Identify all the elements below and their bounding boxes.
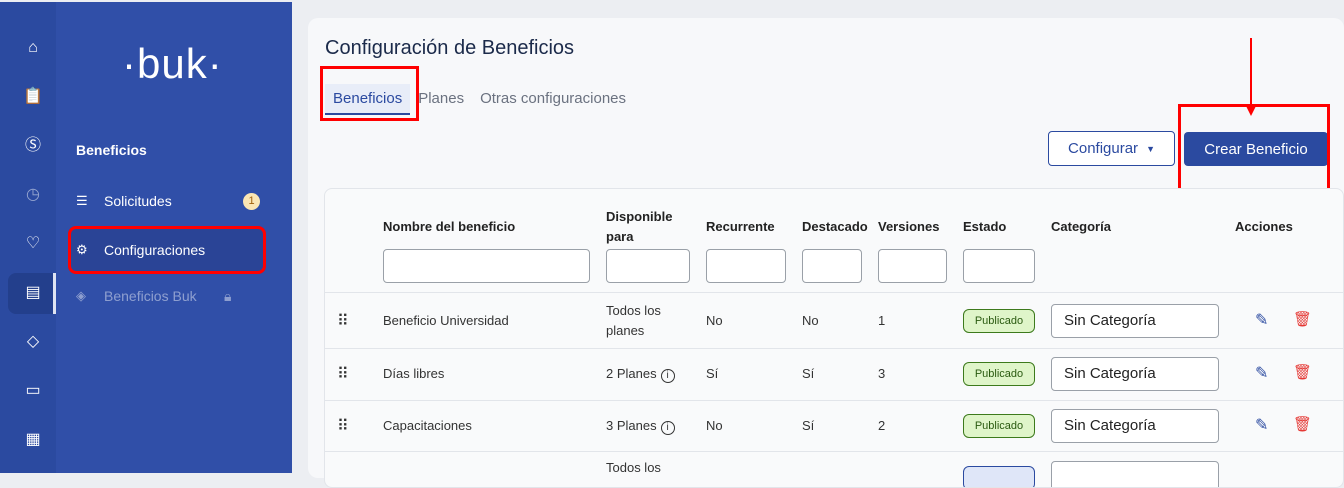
filter-estado-input[interactable]	[963, 249, 1035, 283]
icon-rail: ⌂ 📋 Ⓢ ◷ ♡ ▤ ◇ ▭ ▦	[0, 2, 56, 473]
column-header: Destacado	[802, 219, 868, 234]
sidebar-item-label: Configuraciones	[104, 242, 206, 258]
list-check-icon: ☰	[76, 193, 88, 208]
trash-icon[interactable]: 🗑︎	[1293, 311, 1313, 328]
column-header: Nombre del beneficio	[383, 219, 516, 234]
edit-icon[interactable]: ✎	[1255, 417, 1269, 434]
cell-disponible: 2 Planes i	[606, 364, 675, 384]
drag-handle-icon[interactable]: ⠿	[337, 313, 349, 330]
info-icon[interactable]: i	[660, 369, 675, 383]
tab-planes[interactable]: Planes	[418, 90, 465, 107]
sidebar-item-beneficios-buk[interactable]: ◈ Beneficios Buk 🔒︎	[68, 275, 274, 317]
status-badge: Publicado	[963, 309, 1035, 333]
dollar-icon[interactable]: Ⓢ	[24, 137, 41, 154]
filter-versiones-input[interactable]	[878, 249, 947, 283]
cell-destacado: Sí	[802, 366, 815, 381]
clock-icon[interactable]: ◷	[26, 186, 40, 203]
cell-versiones: 3	[878, 366, 886, 381]
table-row: ⠿ Capacitaciones 3 Planes i No Sí 2 Publi…	[325, 400, 1343, 451]
gear-icon: ⚙	[76, 242, 88, 257]
highlight-box	[1178, 104, 1330, 193]
sidebar-item-label: Solicitudes	[104, 193, 172, 209]
filter-disponible-input[interactable]	[606, 249, 690, 283]
configurar-dropdown[interactable]: Configurar ▼	[1048, 131, 1175, 166]
filter-recurrente-input[interactable]	[706, 249, 786, 283]
column-header: Acciones	[1235, 219, 1293, 234]
main-panel: Configuración de Beneficios Beneficios P…	[308, 18, 1344, 488]
tab-otras-configuraciones[interactable]: Otras configuraciones	[480, 90, 626, 107]
cell-versiones: 1	[878, 313, 886, 328]
cell-disponible: 3 Planes i	[606, 416, 675, 436]
cell-destacado: No	[802, 313, 819, 328]
cell-versiones: 2	[878, 418, 886, 433]
trash-icon[interactable]: 🗑︎	[1293, 364, 1313, 381]
categoria-select[interactable]: Sin Categoría	[1051, 409, 1219, 443]
highlight-box	[320, 66, 419, 121]
column-header: Versiones	[878, 219, 940, 234]
column-header: Categoría	[1051, 219, 1111, 234]
edit-icon[interactable]: ✎	[1255, 365, 1269, 382]
filter-destacado-input[interactable]	[802, 249, 862, 283]
sidebar-item-label: Beneficios Buk	[104, 288, 197, 304]
crear-beneficio-button[interactable]: Crear Beneficio	[1184, 132, 1328, 166]
clipboard-clock-icon[interactable]: 📋	[23, 88, 43, 105]
cell-name: Beneficio Universidad	[383, 313, 509, 328]
info-icon[interactable]: i	[660, 421, 675, 435]
beneficios-table: Nombre del beneficio Disponible para Rec…	[324, 188, 1344, 488]
sidebar-section-title: Beneficios	[76, 142, 147, 158]
table-row: Todos los	[325, 451, 1343, 487]
store-icon[interactable]: ▦	[25, 431, 41, 448]
buk-logo: ·buk·	[122, 40, 223, 87]
column-header: Disponible para	[606, 209, 673, 244]
table-row: ⠿ Beneficio Universidad Todos los planes…	[325, 292, 1343, 348]
sidebar: ·buk· Beneficios ☰ Solicitudes 1 ⚙ Confi…	[56, 2, 292, 473]
caret-down-icon: ▼	[1146, 143, 1155, 154]
edit-icon[interactable]: ✎	[1255, 312, 1269, 329]
drag-handle-icon[interactable]: ⠿	[337, 366, 349, 383]
annotation-arrowhead	[1245, 104, 1257, 116]
sidebar-item-configuraciones[interactable]: ⚙ Configuraciones	[68, 226, 266, 274]
folder-icon[interactable]: ▭	[25, 382, 41, 399]
cell-name: Capacitaciones	[383, 418, 472, 433]
table-row: ⠿ Días libres 2 Planes i Sí Sí 3 Publicad…	[325, 348, 1343, 400]
tabs: Beneficios Planes Otras configuraciones	[325, 84, 634, 115]
graduation-icon[interactable]: ◇	[26, 333, 40, 350]
page-title: Configuración de Beneficios	[325, 37, 575, 59]
cell-disponible: Todos los	[606, 460, 661, 475]
trash-icon[interactable]: 🗑︎	[1293, 416, 1313, 433]
status-badge: Publicado	[963, 414, 1035, 438]
sidebar-item-solicitudes[interactable]: ☰ Solicitudes 1	[68, 180, 274, 222]
disponible-text: 2 Planes	[606, 366, 657, 381]
filter-nombre-input[interactable]	[383, 249, 590, 283]
cell-recurrente: No	[706, 418, 723, 433]
cell-disponible: Todos los planes	[606, 303, 661, 338]
tag-icon: ◈	[76, 288, 86, 303]
home-icon[interactable]: ⌂	[28, 39, 38, 56]
cell-name: Días libres	[383, 366, 445, 381]
configurar-label: Configurar	[1068, 140, 1139, 157]
lock-icon: 🔒︎	[224, 287, 232, 304]
categoria-select[interactable]: Sin Categoría	[1051, 357, 1219, 391]
categoria-select[interactable]	[1051, 461, 1219, 487]
rail-active-indicator	[8, 273, 56, 314]
column-header: Recurrente	[706, 219, 775, 234]
drag-handle-icon[interactable]: ⠿	[337, 418, 349, 435]
status-badge: Publicado	[963, 362, 1035, 386]
annotation-arrow	[1250, 38, 1252, 110]
count-badge: 1	[243, 192, 260, 210]
hand-heart-icon[interactable]: ♡	[25, 235, 41, 252]
gift-icon[interactable]: ▤	[25, 284, 41, 301]
status-badge	[963, 466, 1035, 487]
column-header: Estado	[963, 219, 1007, 234]
cell-recurrente: Sí	[706, 366, 719, 381]
tab-beneficios[interactable]: Beneficios	[325, 84, 411, 115]
disponible-text: 3 Planes	[606, 418, 657, 433]
cell-recurrente: No	[706, 313, 723, 328]
categoria-select[interactable]: Sin Categoría	[1051, 304, 1219, 338]
cell-destacado: Sí	[802, 418, 815, 433]
